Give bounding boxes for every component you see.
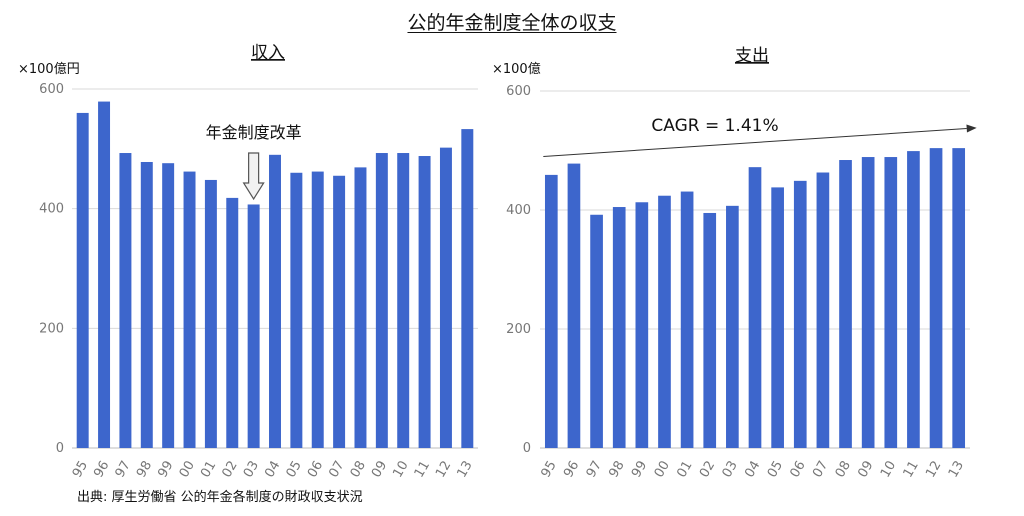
x-tick-label: 97 [584, 459, 605, 481]
x-tick-label: 09 [855, 459, 876, 481]
bar-98 [140, 161, 153, 448]
bar-08 [839, 160, 852, 448]
bar-10 [397, 153, 410, 448]
x-tick-label: 06 [305, 459, 326, 481]
x-tick-label: 01 [674, 459, 695, 481]
x-tick-label: 02 [697, 459, 718, 481]
x-tick-label: 13 [946, 459, 967, 481]
y-tick-label: 600 [39, 82, 64, 97]
x-tick-label: 98 [606, 459, 627, 481]
bar-10 [884, 157, 898, 449]
x-tick-label: 03 [241, 459, 262, 481]
x-tick-label: 96 [91, 459, 112, 481]
bar-95 [544, 174, 558, 448]
source-note: 出典: 厚生労働省 公的年金各制度の財政収支状況 [77, 490, 363, 505]
x-tick-label: 99 [155, 459, 176, 481]
y-tick-label: 0 [523, 441, 531, 456]
x-tick-label: 95 [70, 459, 91, 481]
x-tick-label: 03 [720, 459, 741, 481]
y-tick-label: 200 [39, 321, 64, 336]
x-tick-label: 13 [455, 459, 476, 481]
bar-05 [771, 187, 784, 448]
x-tick-label: 12 [433, 459, 454, 481]
chart-title: 収入 [251, 43, 285, 63]
x-tick-label: 95 [539, 459, 560, 481]
x-tick-label: 12 [923, 459, 944, 481]
chart-title: 支出 [735, 46, 769, 66]
bar-99 [635, 202, 649, 448]
bar-01 [680, 191, 694, 448]
bar-06 [311, 171, 324, 448]
bar-05 [290, 172, 303, 448]
y-tick-label: 400 [39, 202, 64, 217]
bar-12 [929, 148, 943, 448]
bar-03 [247, 204, 260, 448]
y-tick-label: 200 [506, 322, 531, 337]
bar-97 [590, 214, 603, 448]
x-tick-label: 10 [390, 459, 411, 481]
trend-line [543, 128, 967, 157]
annotation-label: 年金制度改革 [206, 123, 302, 142]
x-tick-label: 08 [833, 459, 854, 481]
bar-04 [748, 167, 762, 448]
x-tick-label: 07 [810, 459, 831, 481]
x-tick-label: 11 [412, 459, 433, 481]
x-tick-label: 00 [177, 459, 198, 481]
bar-09 [375, 153, 388, 448]
bar-09 [861, 157, 875, 449]
x-tick-label: 09 [369, 459, 390, 481]
bar-11 [418, 156, 431, 448]
bar-02 [226, 197, 239, 448]
x-tick-label: 02 [219, 459, 240, 481]
y-tick-label: 600 [506, 84, 531, 99]
y-tick-label: 400 [506, 203, 531, 218]
x-tick-label: 06 [787, 459, 808, 481]
x-tick-label: 04 [262, 459, 283, 481]
bar-03 [726, 205, 739, 448]
bar-11 [907, 151, 920, 448]
x-tick-label: 07 [326, 459, 347, 481]
annotation-label: CAGR = 1.41% [651, 116, 778, 136]
down-arrow-icon [242, 152, 265, 201]
bar-06 [793, 180, 807, 448]
x-tick-label: 01 [198, 459, 219, 481]
x-tick-label: 08 [348, 459, 369, 481]
bar-13 [952, 148, 966, 448]
x-tick-label: 97 [113, 459, 134, 481]
x-tick-label: 05 [284, 459, 305, 481]
x-tick-label: 05 [765, 459, 786, 481]
x-tick-label: 98 [134, 459, 155, 481]
y-unit-label: ×100億円 [18, 61, 80, 77]
y-unit-label: ×100億 [492, 61, 541, 77]
x-tick-label: 11 [901, 459, 922, 481]
x-tick-label: 99 [629, 459, 650, 481]
bar-96 [567, 163, 581, 448]
x-tick-label: 00 [652, 459, 673, 481]
bar-07 [333, 175, 346, 448]
bar-96 [98, 101, 111, 448]
bar-99 [162, 163, 175, 448]
bar-13 [461, 129, 474, 449]
bar-08 [354, 167, 367, 449]
bar-07 [816, 172, 830, 448]
bar-97 [119, 153, 132, 448]
bar-12 [439, 147, 452, 449]
bar-00 [658, 195, 671, 448]
bar-01 [204, 179, 217, 449]
x-tick-label: 96 [561, 459, 582, 481]
page-title: 公的年金制度全体の収支 [407, 12, 617, 34]
bar-98 [612, 207, 626, 448]
x-tick-label: 04 [742, 459, 763, 481]
bar-04 [269, 154, 281, 449]
bar-95 [76, 112, 89, 448]
x-tick-label: 10 [878, 459, 899, 481]
y-tick-label: 0 [56, 441, 64, 456]
bar-00 [183, 171, 196, 448]
trend-arrow-icon [966, 124, 977, 133]
bar-02 [703, 212, 717, 448]
